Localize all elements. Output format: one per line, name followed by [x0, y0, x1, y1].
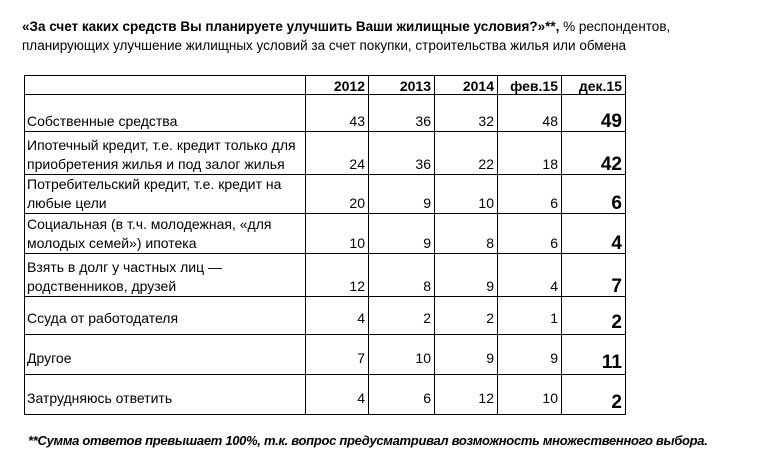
cell-value-dec15: 42: [561, 131, 626, 175]
cell-value: 9: [497, 334, 562, 375]
cell-value: 18: [497, 131, 562, 175]
cell-value: 2: [368, 296, 435, 335]
footnote: **Сумма ответов превышает 100%, т.к. воп…: [28, 433, 708, 448]
cell-value-dec15: 2: [561, 374, 626, 415]
cell-value: 9: [368, 213, 435, 254]
cell-value: 6: [497, 213, 562, 254]
column-header-2014: 2014: [434, 75, 498, 95]
cell-value: 1: [497, 296, 562, 335]
row-label: Собственные средства: [24, 94, 306, 132]
cell-value: 12: [434, 374, 498, 415]
row-label: Ипотечный кредит, т.е. кредит только для…: [24, 131, 306, 175]
table-row: Другое 7 10 9 9 11: [24, 334, 626, 375]
column-header-empty: [24, 75, 306, 95]
cell-value: 22: [434, 131, 498, 175]
cell-value: 20: [305, 174, 369, 214]
survey-results-table: 2012 2013 2014 фев.15 дек.15 Собственные…: [24, 75, 626, 415]
cell-value: 7: [305, 334, 369, 375]
title-question-bold: «За счет каких средств Вы планируете улу…: [22, 19, 560, 34]
header-row: 2012 2013 2014 фев.15 дек.15: [24, 75, 626, 95]
cell-value: 36: [368, 131, 435, 175]
cell-value: 8: [434, 213, 498, 254]
table-row: Социальная (в т.ч. молодежная, «для моло…: [24, 213, 626, 254]
row-label: Потребительский кредит, т.е. кредит на л…: [24, 174, 306, 214]
cell-value: 8: [368, 253, 435, 297]
table-row: Потребительский кредит, т.е. кредит на л…: [24, 174, 626, 214]
cell-value: 2: [434, 296, 498, 335]
cell-value: 48: [497, 94, 562, 132]
cell-value: 36: [368, 94, 435, 132]
cell-value: 9: [368, 174, 435, 214]
cell-value: 10: [434, 174, 498, 214]
cell-value: 4: [305, 296, 369, 335]
cell-value: 9: [434, 253, 498, 297]
title-description: % респондентов, планирующих улучшение жи…: [22, 19, 671, 53]
cell-value: 4: [305, 374, 369, 415]
row-label: Ссуда от работодателя: [24, 296, 306, 335]
column-header-dec15: дек.15: [561, 75, 626, 95]
cell-value: 10: [305, 213, 369, 254]
cell-value-dec15: 49: [561, 94, 626, 132]
table-row: Взять в долг у частных лиц — родственник…: [24, 253, 626, 297]
cell-value: 32: [434, 94, 498, 132]
column-header-2012: 2012: [305, 75, 369, 95]
row-label: Затрудняюсь ответить: [24, 374, 306, 415]
table-row: Затрудняюсь ответить 4 6 12 10 2: [24, 374, 626, 415]
column-header-2013: 2013: [368, 75, 435, 95]
row-label: Взять в долг у частных лиц — родственник…: [24, 253, 306, 297]
table-row: Ипотечный кредит, т.е. кредит только для…: [24, 131, 626, 175]
cell-value-dec15: 7: [561, 253, 626, 297]
cell-value-dec15: 4: [561, 213, 626, 254]
cell-value: 6: [497, 174, 562, 214]
row-label: Другое: [24, 334, 306, 375]
table-row: Ссуда от работодателя 4 2 2 1 2: [24, 296, 626, 335]
cell-value: 6: [368, 374, 435, 415]
table-row: Собственные средства 43 36 32 48 49: [24, 94, 626, 132]
cell-value: 9: [434, 334, 498, 375]
cell-value: 43: [305, 94, 369, 132]
cell-value-dec15: 11: [561, 334, 626, 375]
cell-value: 10: [497, 374, 562, 415]
cell-value-dec15: 2: [561, 296, 626, 335]
cell-value: 12: [305, 253, 369, 297]
cell-value: 10: [368, 334, 435, 375]
cell-value-dec15: 6: [561, 174, 626, 214]
column-header-feb15: фев.15: [497, 75, 562, 95]
cell-value: 24: [305, 131, 369, 175]
page-title: «За счет каких средств Вы планируете улу…: [22, 18, 722, 55]
cell-value: 4: [497, 253, 562, 297]
row-label: Социальная (в т.ч. молодежная, «для моло…: [24, 213, 306, 254]
